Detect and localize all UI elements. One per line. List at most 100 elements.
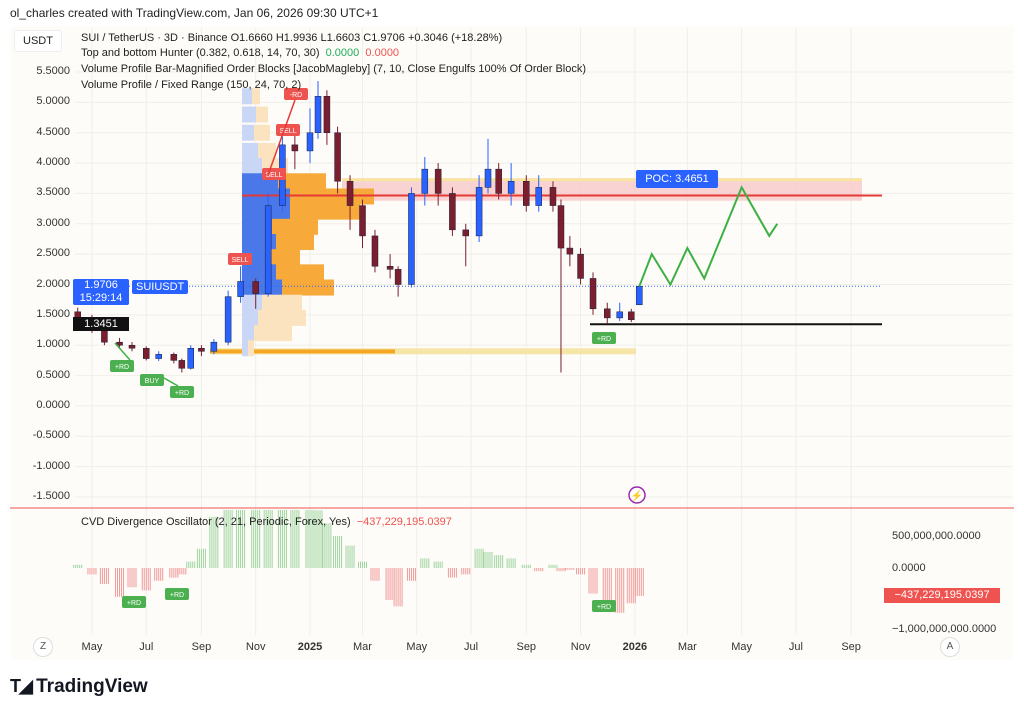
time-tick: 2026 [622,641,648,653]
price-tick: 2.0000 [36,277,70,290]
candle-body [371,235,379,267]
time-tick: Nov [570,641,591,653]
candle-body [604,308,611,319]
volume-profile-down [254,124,270,141]
lightning-glyph: ⚡ [631,489,643,502]
cvd-tick: −1,000,000,000.0000 [892,623,997,633]
candle-body [566,247,574,255]
volume-profile-up [242,294,262,311]
chart-frame [10,26,1014,660]
sell-label [276,124,300,136]
buy-label-text: BUY [145,378,160,385]
rd-plus-label [170,386,194,398]
candle-body [187,348,194,369]
candle-body [557,205,565,249]
lightning-icon [628,486,646,504]
candle-body [142,348,150,359]
price-tick: 1.5000 [36,307,70,320]
symbol-tag: SUIUSDT [132,280,189,294]
volume-profile-down [254,325,292,342]
tv-logo-icon: T◢ [10,676,33,696]
price-tick: -1.0000 [32,459,70,472]
volume-profile-up [242,340,248,357]
candle-body [628,311,635,320]
price-tick: -1.5000 [32,490,70,502]
rd-plus-label-text: +RD [115,364,129,371]
candle-body [589,278,597,310]
time-tick: May [731,641,753,653]
poc-label: POC: 3.4651 [636,170,718,188]
candle-body [101,329,108,343]
volume-profile-down [270,249,300,266]
sell-label-text: SELL [231,257,248,264]
candle-body [434,168,442,194]
demand-zone [210,348,636,355]
price-tick: 0.0000 [36,398,70,411]
indicator-1-value-1: 0.0000 [325,47,360,59]
volume-profile-up [242,106,256,123]
candle-body [462,229,469,237]
rd-plus-label [122,596,146,608]
volume-profile-up [242,88,252,105]
cvd-legend: CVD Divergence Oscillator (2, 21, Period… [81,516,452,528]
candle-body [394,269,402,285]
time-tick: Mar [677,641,697,653]
price-tick: 5.5000 [36,65,70,77]
volume-profile-up [242,218,272,235]
sell-label-text: SELL [265,172,282,179]
price-tick: 0.5000 [36,368,70,381]
volume-profile-down [252,88,260,105]
price-tick: 3.5000 [36,186,70,199]
volume-profile-up [242,142,258,159]
candle-body [359,205,366,237]
candle-body [264,205,272,294]
candle-body [386,266,394,270]
volume-profile-up [242,325,254,342]
time-tick: Sep [191,641,212,653]
volume-profile-up [242,279,282,296]
candle-body [523,181,530,206]
symbol-currency-box[interactable]: USDT [14,30,62,52]
volume-profile-down [290,203,360,220]
candle-body [198,348,205,352]
volume-profile-down [278,173,326,190]
indicator-1-value-2: 0.0000 [365,47,400,59]
rd-plus-label [592,332,616,344]
legend-main: SUI / TetherUS · 3D · Binance O1.6660 H1… [81,32,503,44]
candle-body [323,96,331,133]
divergence-line [114,342,131,361]
cvd-tick: 0.0000 [892,562,926,574]
legend-indicator-3: Volume Profile / Fixed Range (150, 24, 7… [81,79,302,91]
sell-label [262,168,286,180]
rd-plus-label-text: +RD [597,336,611,343]
candle-body [507,181,515,194]
volume-profile-down [248,340,254,357]
time-tick: Nov [245,641,266,653]
zoom-reset-button[interactable]: Z [33,637,53,657]
auto-scale-button[interactable]: A [940,637,960,657]
cvd-value-tag: −437,229,195.0397 [884,588,1000,603]
rd-minus-label [284,88,308,100]
candle-body [484,168,492,188]
rd-plus-label [592,600,616,612]
last-price-value: 1.9706 [84,279,118,291]
legend-indicator-1: Top and bottom Hunter (0.382, 0.618, 14,… [81,47,399,59]
candle-body [128,344,136,349]
volume-profile-down [258,142,276,159]
buy-label [140,374,164,386]
candle-body [408,193,415,285]
candle-body [535,187,542,206]
volume-profile-up [242,309,258,326]
candle-body [155,354,162,359]
time-tick: Sep [841,641,861,653]
candle-body [178,360,186,369]
candle-body [170,354,178,361]
time-tick: Jul [139,641,154,653]
demand-zone-core [210,349,395,354]
candle-body [306,132,314,152]
candle-body [210,341,218,352]
candle-body [636,286,643,306]
volume-profile-down [258,309,306,326]
volume-profile-down [256,106,268,123]
